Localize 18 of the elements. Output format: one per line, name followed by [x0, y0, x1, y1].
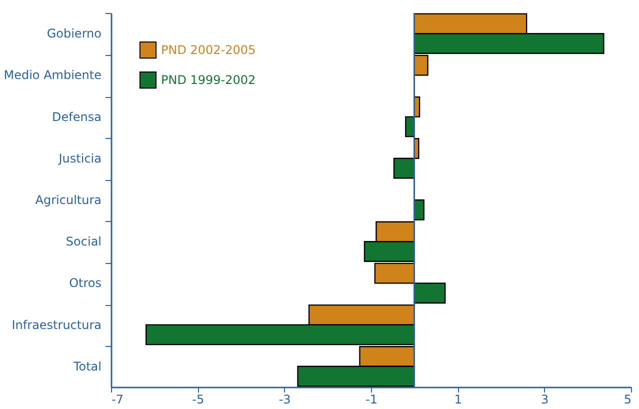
x-tick-label: -7 [112, 392, 124, 406]
x-tick-label: -5 [192, 392, 204, 406]
x-tick-label: 5 [624, 392, 632, 406]
x-tick-label: -3 [278, 392, 291, 406]
y-tick-label: Gobierno [46, 26, 102, 41]
x-tick-label: 1 [454, 392, 462, 406]
y-tick-label: Infraestructura [12, 318, 102, 332]
x-tick-label: 3 [541, 392, 549, 406]
y-tick-label: Total [72, 359, 102, 374]
y-tick-label: Otros [69, 276, 102, 290]
y-tick-label: Agricultura [35, 193, 102, 207]
y-tick-label: Social [66, 234, 102, 249]
x-tick-label: -1 [366, 392, 378, 406]
y-tick-label: Justicia [58, 151, 102, 166]
y-tick-label: Defensa [52, 110, 102, 124]
legend-label: PND 2002-2005 [161, 43, 256, 57]
legend-label: PND 1999-2002 [161, 73, 256, 87]
y-tick-label: Medio Ambiente [4, 68, 102, 82]
